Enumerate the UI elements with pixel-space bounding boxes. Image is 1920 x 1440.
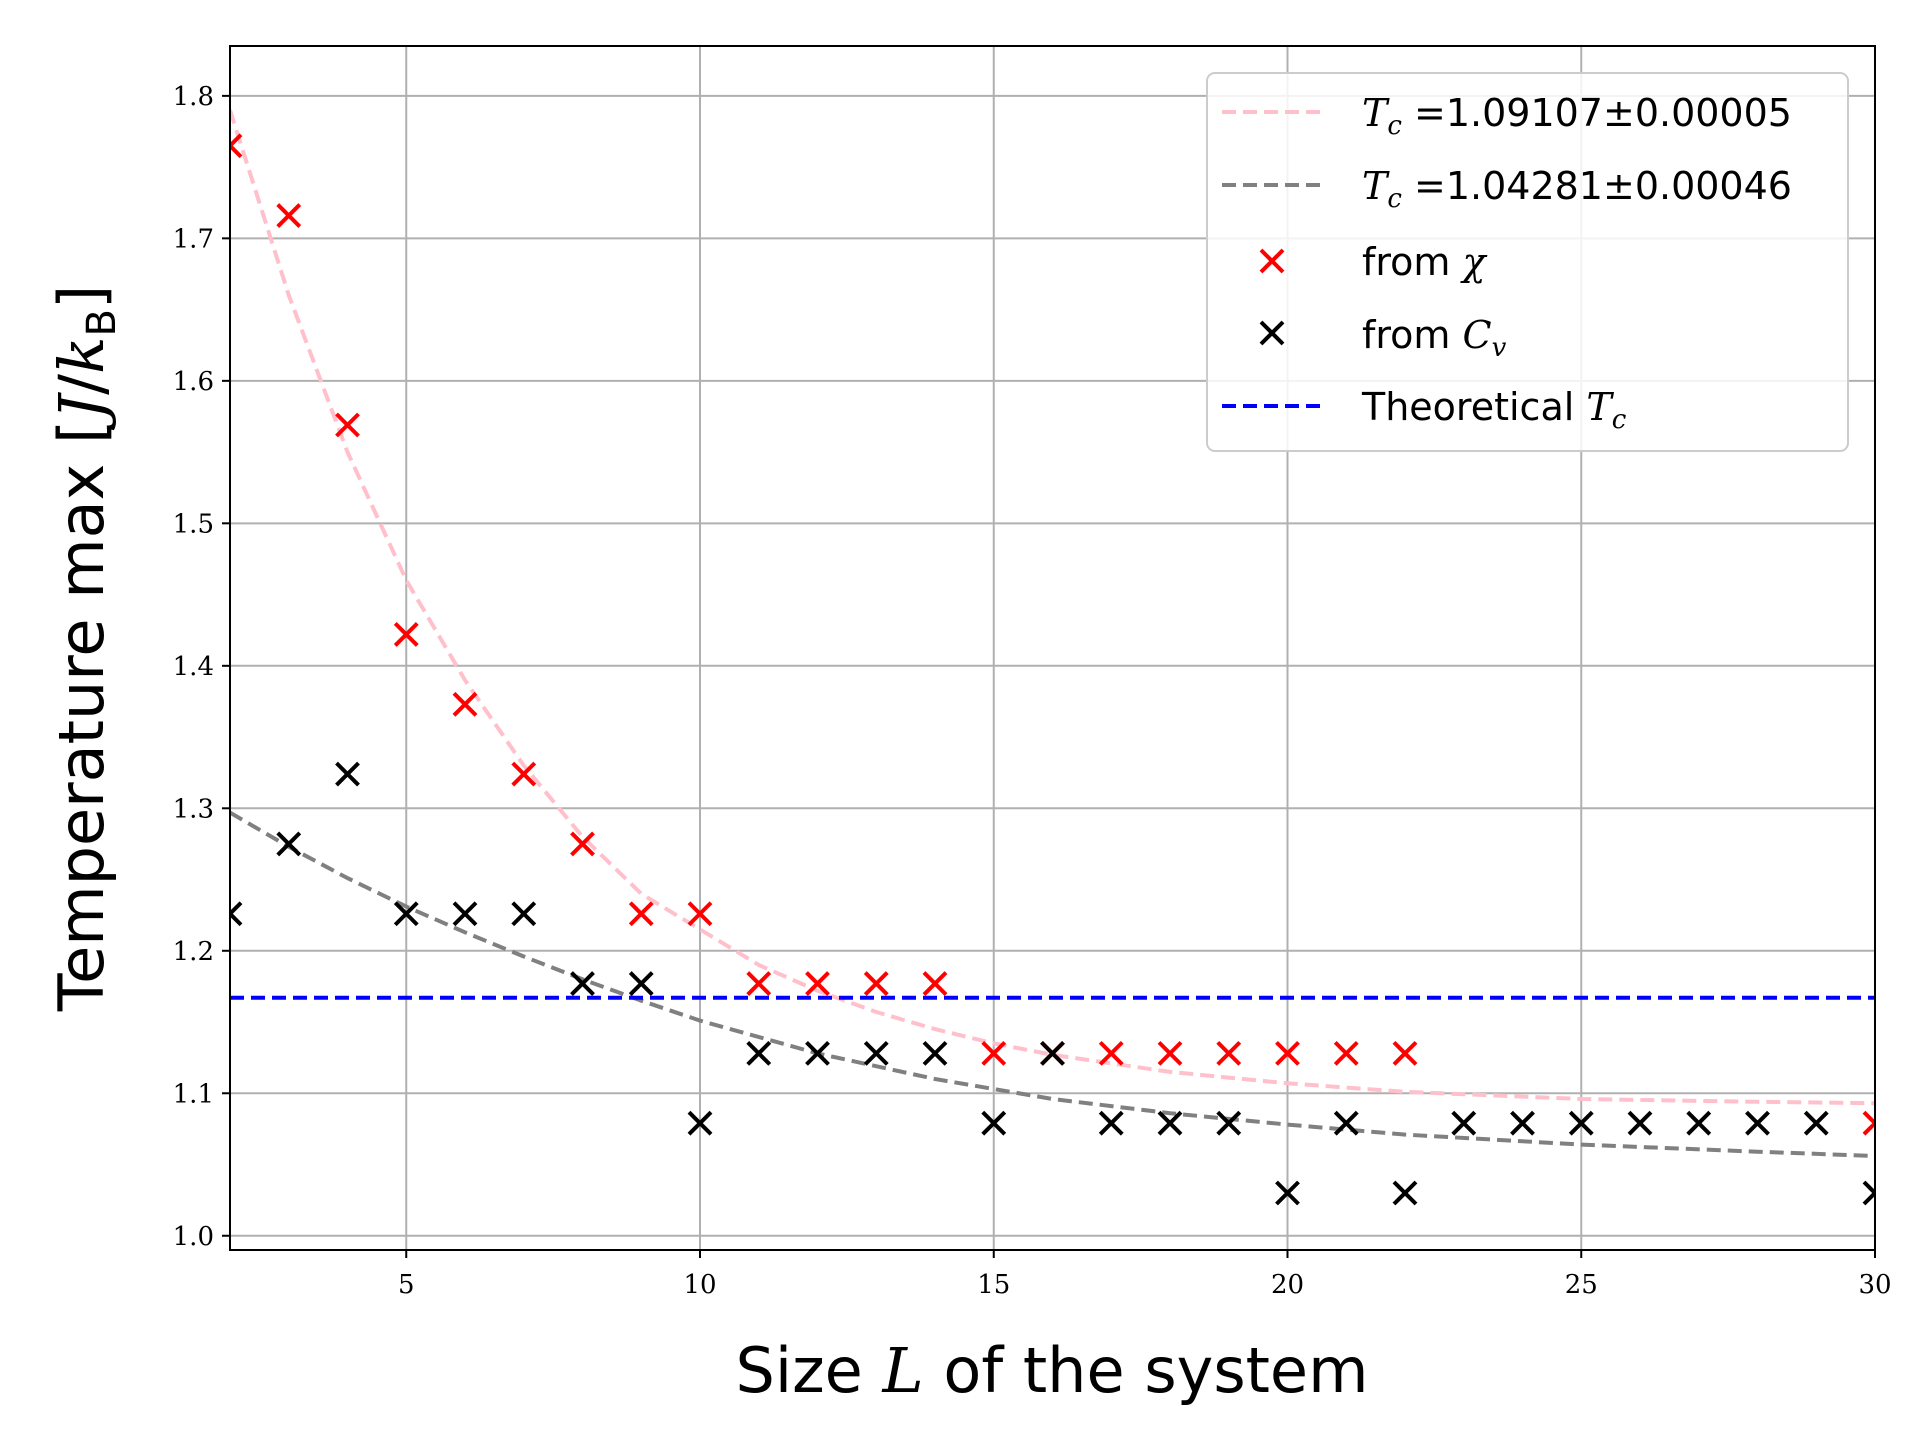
data-point-chi	[922, 971, 948, 996]
x-tick-label: 25	[1565, 1270, 1598, 1300]
data-point-cv	[1803, 1110, 1829, 1136]
data-point-cv	[1275, 1180, 1300, 1206]
data-point-cv	[922, 1040, 948, 1066]
legend-label-theoretical: Theoretical Tc	[1361, 385, 1627, 435]
data-point-cv	[1510, 1110, 1535, 1136]
data-point-chi	[570, 831, 595, 857]
data-point-chi	[687, 901, 713, 927]
y-axis-title: Temperature max [J/kB]	[45, 285, 125, 1012]
x-tick-label: 20	[1271, 1270, 1304, 1300]
data-point-chi	[805, 971, 830, 996]
fit-curve-3	[230, 810, 1875, 1158]
axis-ticks: 5 10 15 20 25 30 1.0 1.1 1.2 1.3 1.4 1.5 1.6 1.7 1.8	[173, 82, 1892, 1300]
data-point-cv	[511, 901, 537, 927]
data-point-cv	[1568, 1110, 1594, 1136]
data-point-cv	[1098, 1110, 1124, 1136]
data-point-chi	[1157, 1040, 1183, 1066]
data-point-chi	[393, 622, 419, 647]
y-tick-label: 1.6	[173, 367, 214, 397]
data-point-chi	[863, 971, 889, 996]
fit-curve-2	[230, 109, 1875, 1106]
data-point-chi	[746, 971, 772, 996]
legend: Tc =1.09107±0.00005 Tc =1.04281±0.00046 …	[1206, 72, 1849, 452]
data-point-cv	[863, 1040, 889, 1066]
y-tick-label: 1.2	[173, 937, 214, 967]
data-point-cv	[746, 1040, 772, 1066]
y-tick-label: 1.7	[173, 224, 214, 254]
data-point-chi	[981, 1040, 1007, 1066]
data-point-chi	[335, 412, 360, 438]
data-point-cv	[1862, 1180, 1875, 1206]
data-point-cv	[1040, 1040, 1065, 1066]
data-point-cv	[1333, 1110, 1359, 1136]
legend-label-cv: from Cv	[1362, 313, 1507, 363]
legend-label-pink-fit: Tc =1.09107±0.00005	[1362, 91, 1792, 141]
y-tick-label: 1.5	[173, 509, 214, 539]
data-point-cv	[230, 901, 243, 927]
data-point-chi	[628, 901, 654, 927]
data-point-cv	[452, 901, 478, 927]
data-point-cv	[335, 761, 360, 787]
data-point-chi	[276, 203, 302, 228]
data-point-chi	[1216, 1040, 1242, 1066]
data-point-cv	[1451, 1110, 1477, 1136]
legend-swatch-cv-marker	[1259, 320, 1285, 346]
data-point-cv	[1745, 1110, 1770, 1136]
y-tick-label: 1.0	[173, 1222, 214, 1252]
legend-label-chi: from χ	[1362, 240, 1488, 284]
data-point-cv	[1157, 1110, 1183, 1136]
legend-box	[1206, 72, 1849, 452]
data-point-cv	[687, 1110, 713, 1136]
x-axis-title: Size L of the system	[736, 1334, 1369, 1407]
data-point-chi	[452, 691, 478, 717]
data-point-cv	[981, 1110, 1007, 1136]
data-point-chi	[230, 133, 243, 159]
data-point-cv	[1686, 1110, 1712, 1136]
data-point-cv	[276, 831, 302, 857]
data-point-chi	[1333, 1040, 1359, 1066]
y-tick-label: 1.1	[173, 1079, 214, 1109]
data-point-chi	[511, 761, 537, 787]
legend-label-gray-fit: Tc =1.04281±0.00046	[1362, 164, 1792, 214]
y-tick-label: 1.3	[173, 794, 214, 824]
data-point-chi	[1862, 1110, 1875, 1136]
data-point-chi	[1098, 1040, 1124, 1066]
data-point-cv	[1627, 1110, 1653, 1136]
data-point-cv	[393, 901, 419, 927]
legend-swatch-chi-marker	[1259, 248, 1285, 274]
data-point-cv	[570, 971, 595, 996]
data-point-cv	[628, 971, 654, 996]
plot-frame	[229, 45, 1876, 1251]
data-point-cv	[805, 1040, 830, 1066]
data-point-cv	[1216, 1110, 1242, 1136]
x-tick-label: 15	[977, 1270, 1010, 1300]
x-tick-label: 10	[683, 1270, 716, 1300]
data-points	[230, 133, 1875, 1206]
y-tick-label: 1.4	[173, 652, 214, 682]
data-point-cv	[1392, 1180, 1418, 1206]
data-point-chi	[1275, 1040, 1300, 1066]
fit-lines	[230, 109, 1875, 1158]
x-tick-label: 30	[1858, 1270, 1891, 1300]
data-point-chi	[1392, 1040, 1418, 1066]
y-tick-label: 1.8	[173, 82, 214, 112]
x-tick-label: 5	[398, 1270, 415, 1300]
